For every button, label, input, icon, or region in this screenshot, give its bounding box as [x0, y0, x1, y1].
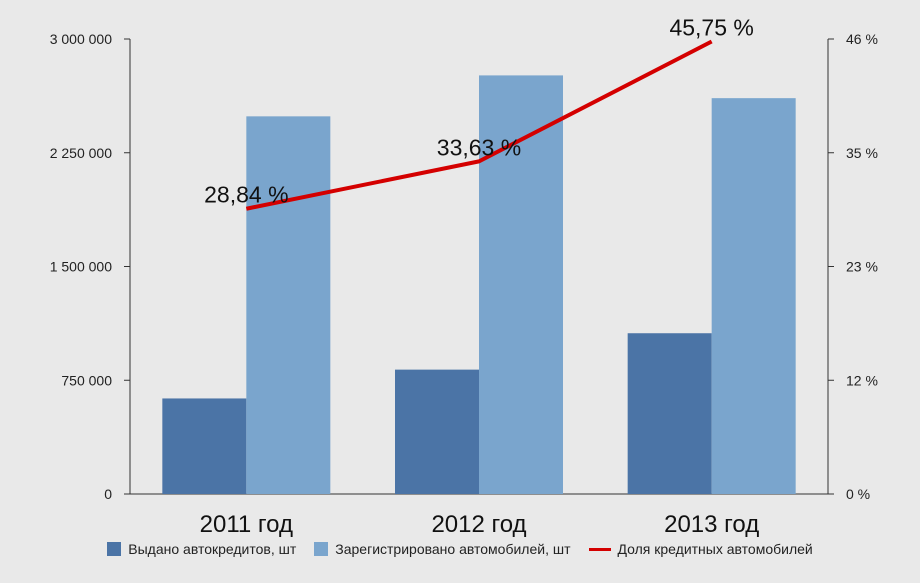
legend-item-registered: Зарегистрировано автомобилей, шт	[314, 541, 571, 557]
legend-label-share: Доля кредитных автомобилей	[617, 541, 813, 557]
bar	[627, 333, 712, 494]
bar	[246, 116, 331, 494]
combo-chart: 0 750 000 1 500 000 2 250 000 3 000 000 0 % 12…	[50, 14, 878, 538]
left-tick-label: 0	[104, 486, 112, 502]
legend-label-registered: Зарегистрировано автомобилей, шт	[335, 541, 571, 557]
category-label: 2013 год	[664, 511, 759, 538]
bars-group	[162, 75, 796, 495]
legend-swatch-registered	[314, 542, 329, 556]
category-label: 2011 год	[200, 511, 293, 538]
category-label: 2012 год	[431, 511, 526, 538]
legend-label-loans: Выдано автокредитов, шт	[128, 541, 297, 557]
bar	[395, 369, 479, 494]
right-tick-label: 23 %	[846, 259, 878, 275]
labels-group: 2011 год 2012 год 2013 год 28,84 % 33,63 % 45…	[200, 14, 760, 538]
left-tick-label: 3 000 000	[50, 31, 112, 47]
left-tick-label: 1 500 000	[50, 259, 112, 275]
right-tick-label: 0 %	[846, 486, 870, 502]
data-label: 28,84 %	[204, 182, 288, 208]
legend-swatch-loans	[107, 542, 122, 556]
left-tick-label: 750 000	[61, 372, 112, 388]
right-tick-label: 35 %	[846, 145, 878, 161]
line-group	[245, 39, 713, 211]
legend: Выдано автокредитов, шт Зарегистрировано…	[0, 541, 920, 557]
legend-item-loans: Выдано автокредитов, шт	[107, 541, 296, 557]
data-label: 45,75 %	[669, 14, 753, 40]
right-tick-label: 46 %	[846, 31, 878, 47]
left-tick-label: 2 250 000	[50, 145, 112, 161]
bar	[479, 75, 563, 495]
data-label: 33,63 %	[437, 134, 521, 160]
legend-item-share: Доля кредитных автомобилей	[588, 541, 813, 557]
right-tick-label: 12 %	[846, 372, 878, 388]
legend-swatch-share	[588, 547, 611, 551]
bar	[711, 98, 796, 495]
bar	[162, 398, 247, 494]
